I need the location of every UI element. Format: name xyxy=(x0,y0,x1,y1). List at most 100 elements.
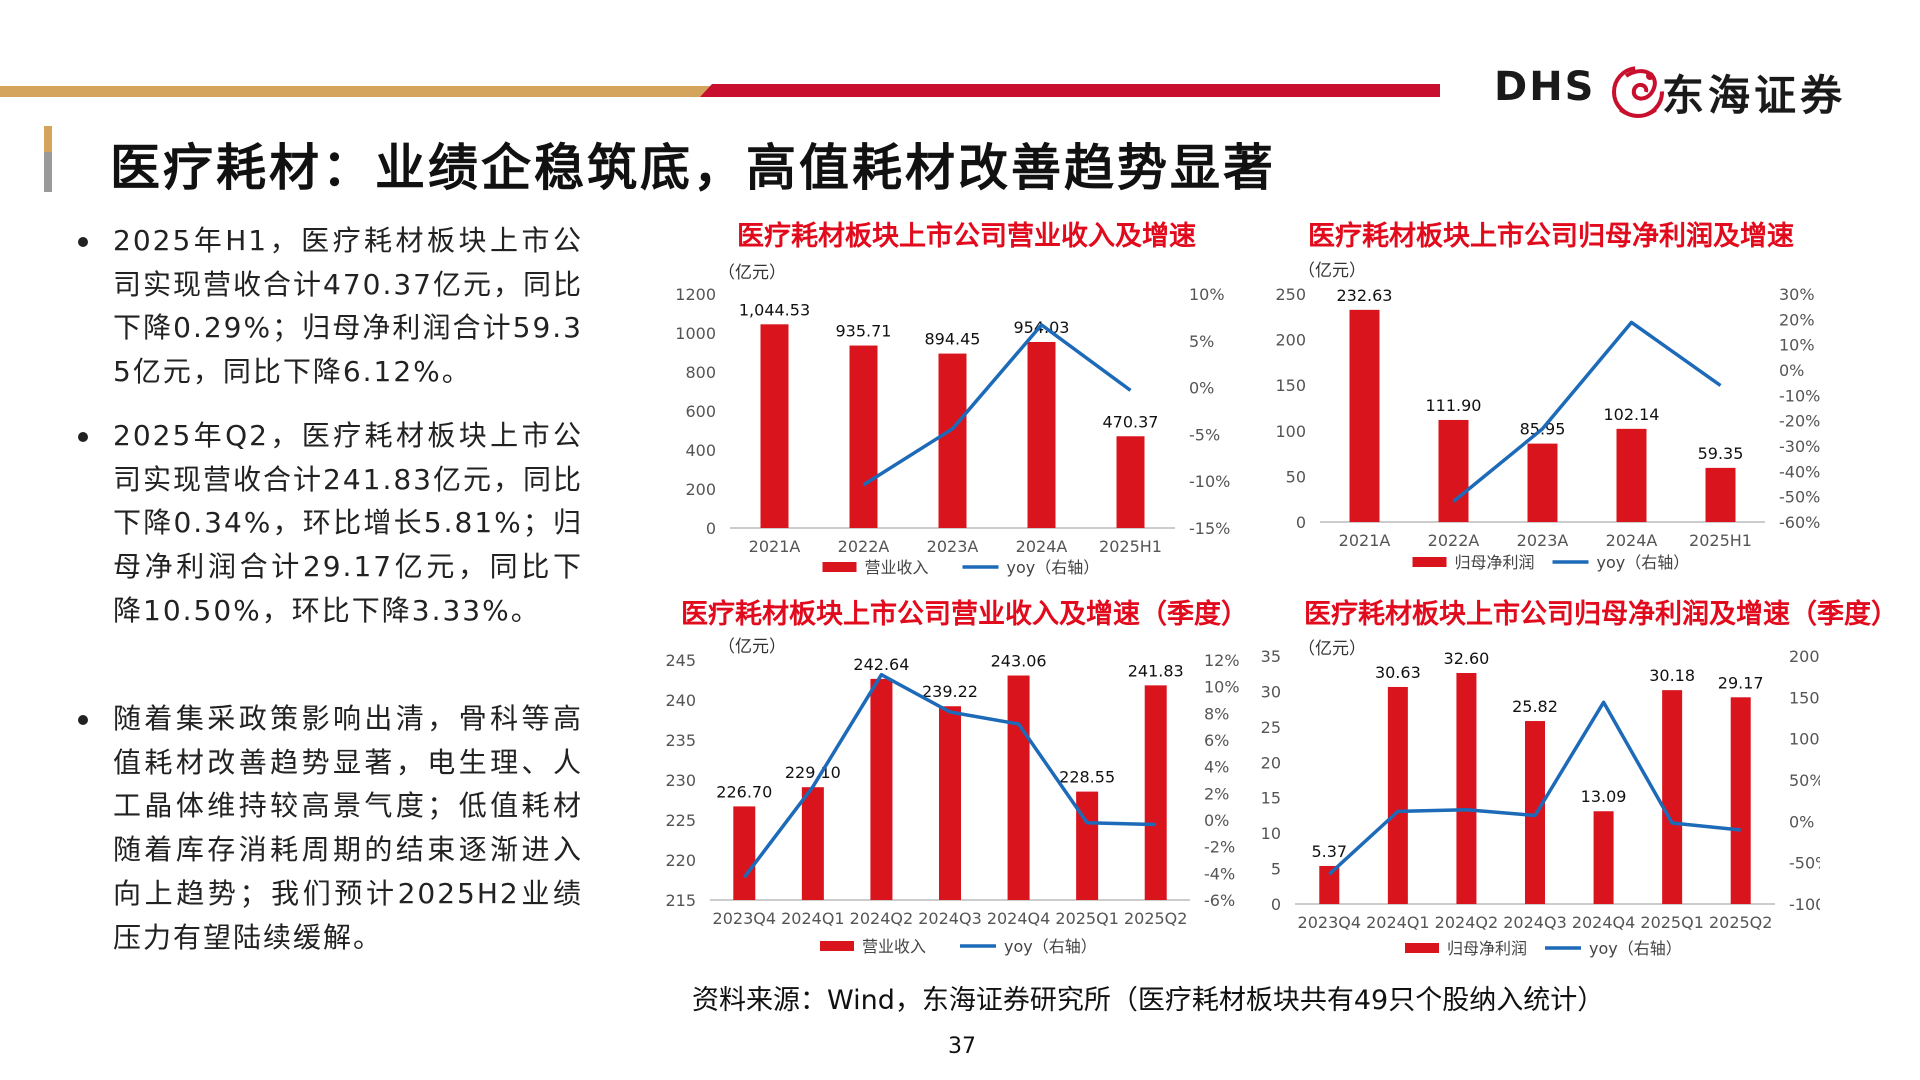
y2-tick-label: -20% xyxy=(1779,412,1820,431)
bar-2024Q2 xyxy=(870,678,893,900)
y2-tick-label: 100% xyxy=(1789,730,1820,749)
y-tick-label: 215 xyxy=(665,891,696,910)
y-tick-label: 25 xyxy=(1261,718,1281,737)
y-tick-label: 230 xyxy=(665,771,696,790)
chart-4-title: 医疗耗材板块上市公司归母净利润及增速（季度） xyxy=(1304,599,1898,630)
data-label-2021A: 232.63 xyxy=(1337,286,1393,305)
bar-2024Q1 xyxy=(1387,686,1408,904)
legend-bar-label: 归母净利润 xyxy=(1455,553,1535,572)
y2-tick-label: -10% xyxy=(1189,472,1230,491)
x-tick-label: 2025Q1 xyxy=(1640,913,1704,932)
y2-tick-label: 20% xyxy=(1779,310,1815,329)
bullet-text-1: 2025年H1，医疗耗材板块上市公司实现营收合计470.37亿元，同比下降0.2… xyxy=(113,224,583,389)
bar-2024Q2 xyxy=(1456,673,1477,904)
x-tick-label: 2023Q4 xyxy=(713,909,777,928)
data-label-2024Q2: 32.60 xyxy=(1444,649,1490,668)
bar-2025Q1 xyxy=(1662,690,1683,904)
legend-bar-label: 归母净利润 xyxy=(1447,939,1527,958)
logo-latin: DHS xyxy=(1494,64,1596,110)
y2-tick-label: 0% xyxy=(1189,379,1214,398)
unit-label: （亿元） xyxy=(718,263,786,283)
data-label-2024Q4: 13.09 xyxy=(1581,787,1627,806)
header-red-stripe xyxy=(700,84,1440,97)
data-label-2024Q4: 243.06 xyxy=(991,652,1047,671)
yoy-line xyxy=(1452,320,1722,503)
chart-3-title: 医疗耗材板块上市公司营业收入及增速（季度） xyxy=(681,599,1248,630)
x-tick-label: 2024Q3 xyxy=(1503,913,1567,932)
y-tick-label: 225 xyxy=(665,811,696,830)
bar-2023A xyxy=(1527,443,1558,522)
data-label-2024Q2: 242.64 xyxy=(853,655,909,674)
bar-2025Q2 xyxy=(1144,685,1167,900)
y2-tick-label: 5% xyxy=(1189,332,1214,351)
bullet-text-2: 2025年Q2，医疗耗材板块上市公司实现营收合计241.83亿元，同比下降0.3… xyxy=(113,419,583,627)
y-tick-label: 0 xyxy=(1296,513,1306,532)
x-tick-label: 2021A xyxy=(1339,531,1391,550)
yoy-line xyxy=(862,323,1132,487)
data-label-2024Q1: 30.63 xyxy=(1375,663,1421,682)
y2-tick-label: 10% xyxy=(1204,678,1240,697)
legend-bar-swatch xyxy=(820,941,854,951)
y-tick-label: 235 xyxy=(665,731,696,750)
chart-revenue-annual: （亿元） 0 200 400 600 800 1000 1200 -15% -10% -5% 0% 5%… xyxy=(675,263,1230,577)
y2-tick-label: 2% xyxy=(1204,784,1229,803)
y2-tick-label: 200% xyxy=(1789,647,1820,666)
data-label-2023Q4: 226.70 xyxy=(716,782,772,801)
data-label-2025H1: 59.35 xyxy=(1698,444,1744,463)
bar-2021A xyxy=(760,324,789,528)
title-accent-bar xyxy=(44,126,52,192)
y-tick-label: 15 xyxy=(1261,789,1281,808)
y2-tick-label: 10% xyxy=(1779,336,1815,355)
x-tick-label: 2024Q4 xyxy=(1572,913,1636,932)
data-label-2024Q1: 229.10 xyxy=(785,763,841,782)
logo-chinese: 东海证券 xyxy=(1662,71,1847,120)
x-tick-label: 2024A xyxy=(1606,531,1658,550)
y-tick-label: 250 xyxy=(1275,285,1306,304)
legend-bar-swatch xyxy=(1412,557,1447,567)
bar-2025Q2 xyxy=(1730,697,1751,904)
y-tick-label: 400 xyxy=(685,441,716,460)
x-tick-label: 2025H1 xyxy=(1099,537,1162,556)
y2-tick-label: -15% xyxy=(1189,519,1230,538)
bullet-dot-3 xyxy=(78,715,88,725)
x-tick-label: 2025Q1 xyxy=(1055,909,1119,928)
y2-tick-label: 30% xyxy=(1779,285,1815,304)
bar-2025Q1 xyxy=(1076,791,1099,900)
bar-2024Q4 xyxy=(1593,811,1614,904)
data-label-2022A: 935.71 xyxy=(836,322,892,341)
data-label-2021A: 1,044.53 xyxy=(739,300,810,319)
y2-tick-label: -40% xyxy=(1779,462,1820,481)
y-tick-label: 0 xyxy=(706,519,716,538)
y-tick-label: 30 xyxy=(1261,682,1281,701)
y2-tick-label: -5% xyxy=(1189,425,1220,444)
data-label-2024Q3: 25.82 xyxy=(1512,697,1558,716)
x-tick-label: 2024Q3 xyxy=(918,909,982,928)
bar-2022A xyxy=(849,345,878,528)
yoy-line xyxy=(742,672,1156,879)
y2-tick-label: -4% xyxy=(1204,864,1235,883)
y2-tick-label: 10% xyxy=(1189,285,1225,304)
bar-2023Q4 xyxy=(1319,865,1340,904)
x-tick-label: 2025Q2 xyxy=(1124,909,1188,928)
y-tick-label: 600 xyxy=(685,402,716,421)
bar-2022A xyxy=(1438,419,1469,522)
x-tick-label: 2023A xyxy=(927,537,979,556)
x-tick-label: 2022A xyxy=(1428,531,1480,550)
legend-bar-label: 营业收入 xyxy=(862,937,926,956)
y-tick-label: 100 xyxy=(1275,422,1306,441)
bar-2025H1 xyxy=(1705,467,1736,522)
legend-bar-label: 营业收入 xyxy=(865,558,929,577)
y-tick-label: 150 xyxy=(1275,376,1306,395)
x-tick-label: 2022A xyxy=(838,537,890,556)
x-tick-label: 2024Q1 xyxy=(1366,913,1430,932)
y-tick-label: 1000 xyxy=(675,324,716,343)
bar-2023A xyxy=(938,353,967,528)
x-tick-label: 2023Q4 xyxy=(1298,913,1362,932)
y2-tick-label: 4% xyxy=(1204,758,1229,777)
y2-tick-label: 12% xyxy=(1204,651,1240,670)
x-tick-label: 2024Q2 xyxy=(1435,913,1499,932)
company-logo: DHS 东海证券 xyxy=(1494,56,1894,126)
data-label-2022A: 111.90 xyxy=(1426,396,1482,415)
y2-tick-label: 50% xyxy=(1789,771,1820,790)
page-number: 37 xyxy=(948,1034,976,1059)
